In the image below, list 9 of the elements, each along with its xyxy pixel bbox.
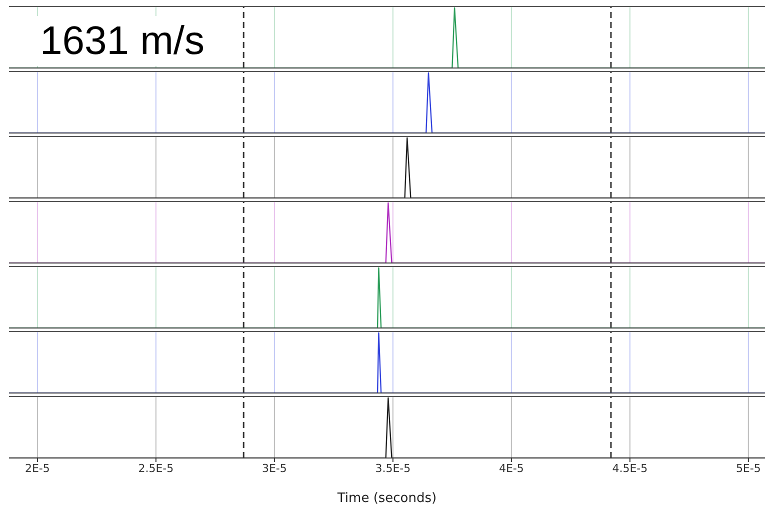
x-tick-label: 2E-5 [24,462,50,475]
x-axis-title: Time (seconds) [336,491,437,506]
x-tick-label: 2.5E-5 [138,462,174,475]
x-tick-label: 3.5E-5 [375,462,411,475]
x-tick-label: 4E-5 [498,462,524,475]
annotation: 1631 m/s [22,16,223,66]
x-tick-label: 5E-5 [736,462,761,475]
x-tick-label: 4.5E-5 [612,462,648,475]
x-tick-label: 3E-5 [262,462,287,475]
